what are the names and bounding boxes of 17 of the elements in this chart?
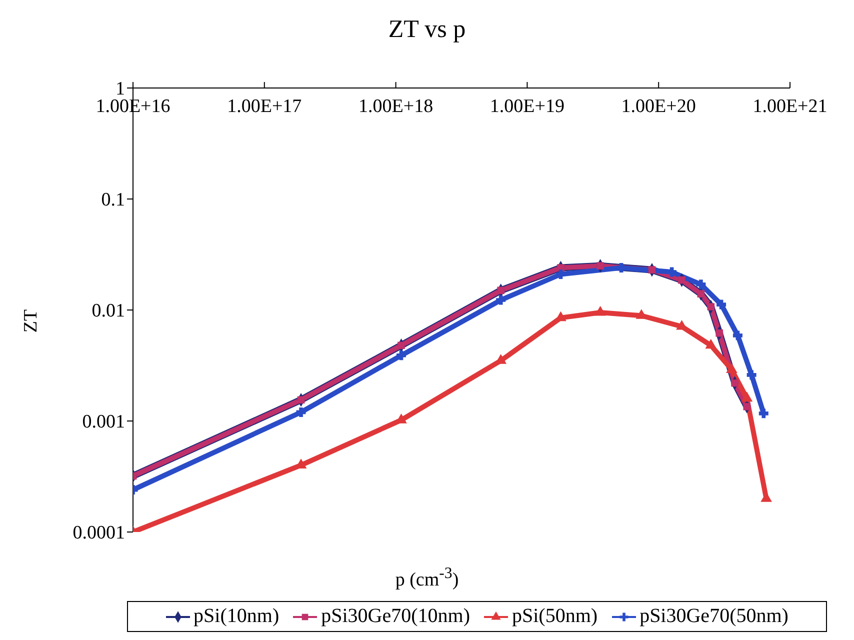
legend-label: pSi(50nm)	[512, 605, 598, 628]
chart-title: ZT vs p	[387, 16, 467, 44]
y-tick-label: 1	[116, 78, 125, 100]
legend-label: pSi30Ge70(50nm)	[640, 605, 788, 628]
y-tick-label: 0.001	[82, 412, 125, 433]
y-tick-label: 0.01	[92, 300, 125, 322]
legend-label: pSi30Ge70(10nm)	[321, 605, 470, 628]
x-axis-title: p (cm$^{-3}$)	[394, 565, 460, 592]
x-tick-label: 1.00E+17	[227, 96, 302, 117]
y-tick-label: 0.0001	[72, 522, 125, 544]
legend-label: pSi(10nm)	[194, 605, 280, 628]
y-axis-title: ZT	[20, 309, 43, 333]
x-tick-label: 1.00E+21	[752, 96, 828, 117]
x-tick-label: 1.00E+18	[358, 96, 434, 117]
x-tick-label: 1.00E+19	[490, 96, 564, 117]
y-tick-label: 0.1	[101, 190, 125, 211]
x-tick-label: 1.00E+20	[621, 96, 696, 117]
